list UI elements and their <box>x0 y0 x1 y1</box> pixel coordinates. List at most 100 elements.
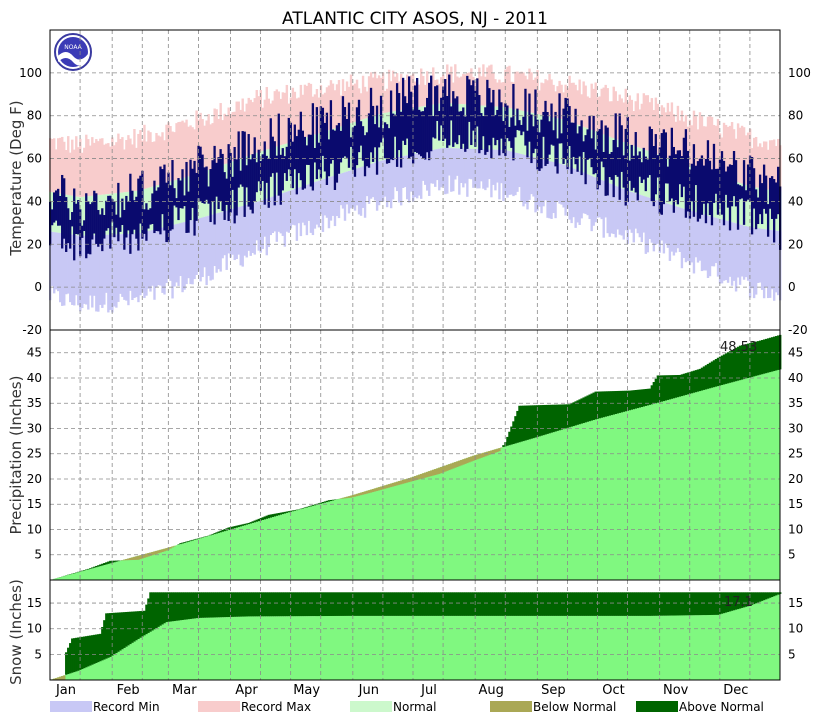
month-label-sep: Sep <box>541 683 566 698</box>
record-min-bar <box>680 208 684 269</box>
precip-below-normal <box>482 452 485 458</box>
precip-below-normal <box>432 469 435 476</box>
precip-above-normal <box>528 405 531 440</box>
snow-above-normal <box>149 592 152 632</box>
record-max-bar <box>295 98 299 141</box>
precip-above-normal <box>564 404 567 429</box>
record-max-bar <box>496 82 499 107</box>
precip-below-normal <box>125 559 128 561</box>
snow-above-normal <box>377 592 381 616</box>
snow-above-normal <box>598 592 601 616</box>
record-min-bar <box>159 228 162 286</box>
record-min-bar <box>299 186 303 237</box>
record-min-bar <box>736 223 740 278</box>
record-min-bar <box>217 212 220 270</box>
actual-temp-bar <box>399 111 403 168</box>
actual-temp-bar <box>520 124 523 136</box>
normal-range-bar <box>83 196 86 236</box>
record-max-bar <box>530 72 533 113</box>
record-max-bar <box>736 123 740 183</box>
snow-above-normal <box>145 604 148 635</box>
snow-above-normal <box>113 612 116 655</box>
record-min-bar <box>267 197 270 248</box>
snow-above-normal <box>752 592 756 605</box>
actual-temp-bar <box>570 122 573 174</box>
actual-temp-bar <box>624 128 627 206</box>
temp-tick-left: -20 <box>22 323 42 337</box>
snow-above-normal <box>189 592 192 619</box>
record-min-bar <box>223 211 226 256</box>
snow-above-normal <box>478 592 481 616</box>
precip-tick-left: 10 <box>27 522 42 536</box>
record-min-bar <box>199 218 202 282</box>
actual-temp-bar <box>622 155 625 188</box>
snow-above-normal <box>335 592 339 616</box>
record-max-bar <box>95 139 98 196</box>
actual-temp-bar <box>331 129 335 161</box>
record-min-bar <box>109 234 112 310</box>
actual-temp-bar <box>634 132 637 193</box>
actual-temp-bar <box>189 159 192 221</box>
record-max-bar <box>588 97 591 130</box>
actual-temp-bar <box>357 99 361 153</box>
temp-tick-right: -20 <box>788 323 808 337</box>
snow-axis-label: Snow (Inches) <box>7 579 25 685</box>
snow-above-normal <box>317 592 321 617</box>
snow-above-normal <box>219 592 222 618</box>
snow-above-normal <box>117 612 120 652</box>
precip-above-normal <box>518 405 521 443</box>
snow-above-normal <box>333 592 337 616</box>
actual-temp-bar <box>596 131 599 190</box>
snow-above-normal <box>700 592 704 616</box>
record-min-bar <box>65 233 68 295</box>
month-label-may: May <box>293 683 320 698</box>
precip-above-normal <box>183 542 186 543</box>
actual-temp-bar <box>738 185 742 200</box>
month-label-dec: Dec <box>723 683 748 698</box>
record-max-bar <box>201 119 204 173</box>
snow-above-normal <box>263 592 266 617</box>
precip-above-normal <box>642 389 646 407</box>
record-min-bar <box>700 213 704 272</box>
record-min-bar <box>137 233 140 303</box>
actual-temp-bar <box>73 188 76 261</box>
precip-above-normal <box>728 351 732 383</box>
precip-above-normal <box>534 405 537 438</box>
actual-temp-bar <box>610 152 613 180</box>
snow-above-normal <box>498 592 501 616</box>
actual-temp-bar <box>217 157 220 209</box>
snow-above-normal <box>385 592 389 616</box>
actual-temp-bar <box>57 188 60 226</box>
snow-above-normal <box>636 592 640 616</box>
record-max-bar <box>261 107 264 151</box>
actual-temp-bar <box>524 88 527 146</box>
precip-above-normal <box>508 431 511 446</box>
record-min-bar <box>371 163 375 198</box>
snow-above-normal <box>245 592 248 617</box>
precip-below-normal <box>131 557 134 561</box>
actual-temp-bar <box>127 201 130 231</box>
record-min-bar <box>696 212 700 263</box>
actual-temp-bar <box>600 120 603 162</box>
snow-above-normal <box>347 592 351 616</box>
precip-below-normal <box>442 466 445 473</box>
record-min-bar <box>670 204 674 252</box>
record-max-bar <box>71 139 74 196</box>
snow-above-normal <box>283 592 287 617</box>
record-min-bar <box>167 226 170 279</box>
snow-above-normal <box>708 592 712 615</box>
record-max-bar <box>488 65 491 107</box>
normal-range-bar <box>678 162 682 208</box>
record-min-bar <box>576 169 579 223</box>
actual-temp-bar <box>199 146 202 202</box>
precip-above-normal <box>109 560 112 564</box>
record-max-bar <box>339 95 343 127</box>
record-min-bar <box>570 167 573 224</box>
actual-temp-bar <box>660 133 663 215</box>
snow-above-normal <box>454 592 457 616</box>
record-max-bar <box>267 98 270 150</box>
snow-above-normal <box>241 592 244 617</box>
actual-temp-bar <box>724 171 728 195</box>
record-min-bar <box>494 149 497 191</box>
record-max-bar <box>271 100 275 148</box>
